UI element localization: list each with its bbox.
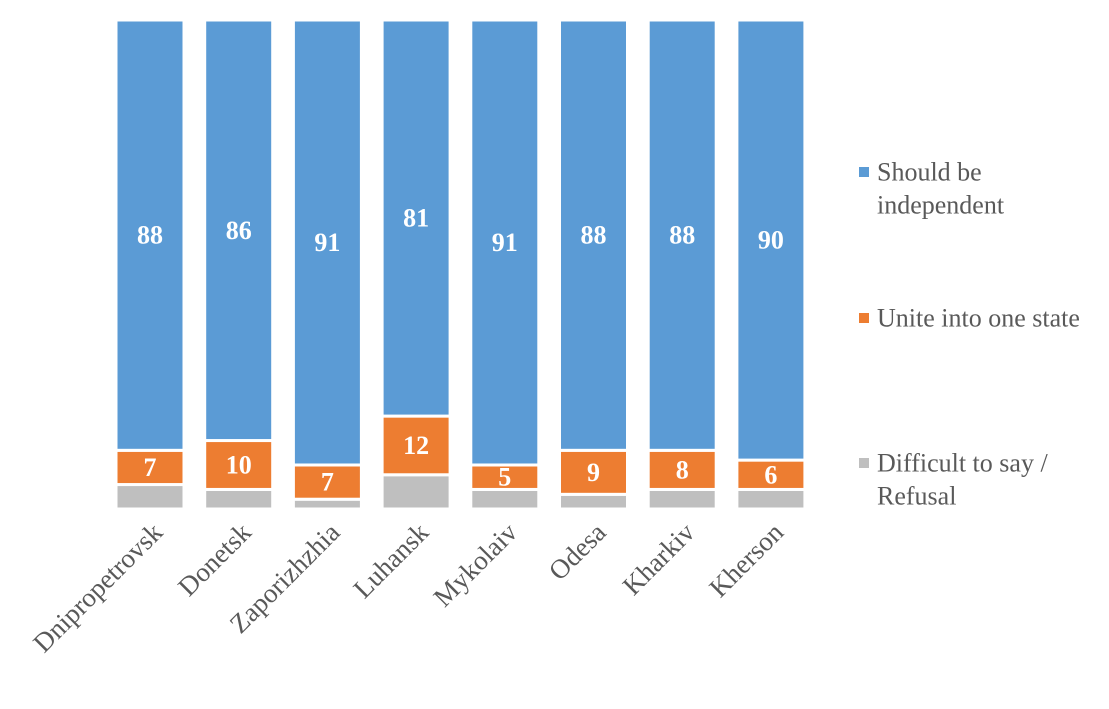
legend-item: Unite into one state bbox=[859, 304, 1080, 333]
legend-label: Refusal bbox=[877, 482, 956, 511]
bar-segment bbox=[469, 463, 541, 491]
bar-segment bbox=[469, 18, 541, 467]
bar-segment bbox=[558, 448, 629, 496]
bar-segment bbox=[380, 414, 452, 477]
legend-swatch bbox=[859, 167, 869, 177]
category-label: Luhansk bbox=[347, 517, 434, 604]
data-label: 88 bbox=[137, 221, 163, 250]
bar-segment bbox=[114, 448, 186, 487]
data-label: 88 bbox=[669, 221, 695, 250]
data-label: 90 bbox=[758, 226, 784, 255]
data-label: 7 bbox=[144, 453, 157, 482]
data-label: 88 bbox=[581, 221, 607, 250]
category-label: Kharkiv bbox=[617, 517, 701, 601]
bar-segment bbox=[380, 18, 452, 418]
bar-segment bbox=[469, 487, 541, 511]
legend-label: Difficult to say / bbox=[877, 449, 1048, 478]
legend-swatch bbox=[859, 313, 869, 323]
bar-segment bbox=[646, 18, 718, 452]
legend-label: Should be bbox=[877, 158, 982, 187]
legend-item: Should be independent bbox=[859, 158, 1005, 220]
legend-item: Difficult to say / Refusal bbox=[859, 449, 1048, 511]
category-label: Donetsk bbox=[172, 517, 257, 602]
legend: Should be independent Unite into one state… bbox=[859, 158, 1080, 511]
bar-segment bbox=[735, 18, 807, 462]
category-label: Kherson bbox=[703, 517, 789, 603]
legend-label: Unite into one state bbox=[877, 304, 1080, 333]
bar-segment bbox=[114, 483, 186, 511]
data-label: 91 bbox=[492, 228, 518, 257]
category-label: Dnipropetrovsk bbox=[27, 517, 168, 658]
bar-segment bbox=[558, 492, 629, 511]
data-label: 86 bbox=[226, 216, 252, 245]
bar-segment bbox=[558, 18, 629, 452]
data-label: 81 bbox=[403, 204, 429, 233]
bar-segment bbox=[380, 473, 452, 511]
bar-segment bbox=[114, 18, 186, 452]
data-label: 5 bbox=[498, 463, 511, 492]
category-label: Mykolaiv bbox=[428, 517, 524, 613]
legend-label: independent bbox=[877, 191, 1005, 220]
data-label: 8 bbox=[676, 455, 689, 484]
data-label: 7 bbox=[321, 468, 334, 497]
data-label: 10 bbox=[226, 450, 252, 479]
data-label: 9 bbox=[587, 458, 600, 487]
bar-segment bbox=[203, 18, 275, 443]
data-label: 12 bbox=[403, 431, 429, 460]
bar-segment bbox=[646, 487, 718, 511]
bar-segment bbox=[735, 487, 807, 511]
legend-swatch bbox=[859, 458, 869, 468]
data-label: 91 bbox=[314, 228, 340, 257]
bar-segment bbox=[291, 18, 363, 467]
data-label: 6 bbox=[764, 460, 777, 489]
category-label: Odesa bbox=[543, 517, 612, 586]
bar-segment bbox=[203, 487, 275, 511]
